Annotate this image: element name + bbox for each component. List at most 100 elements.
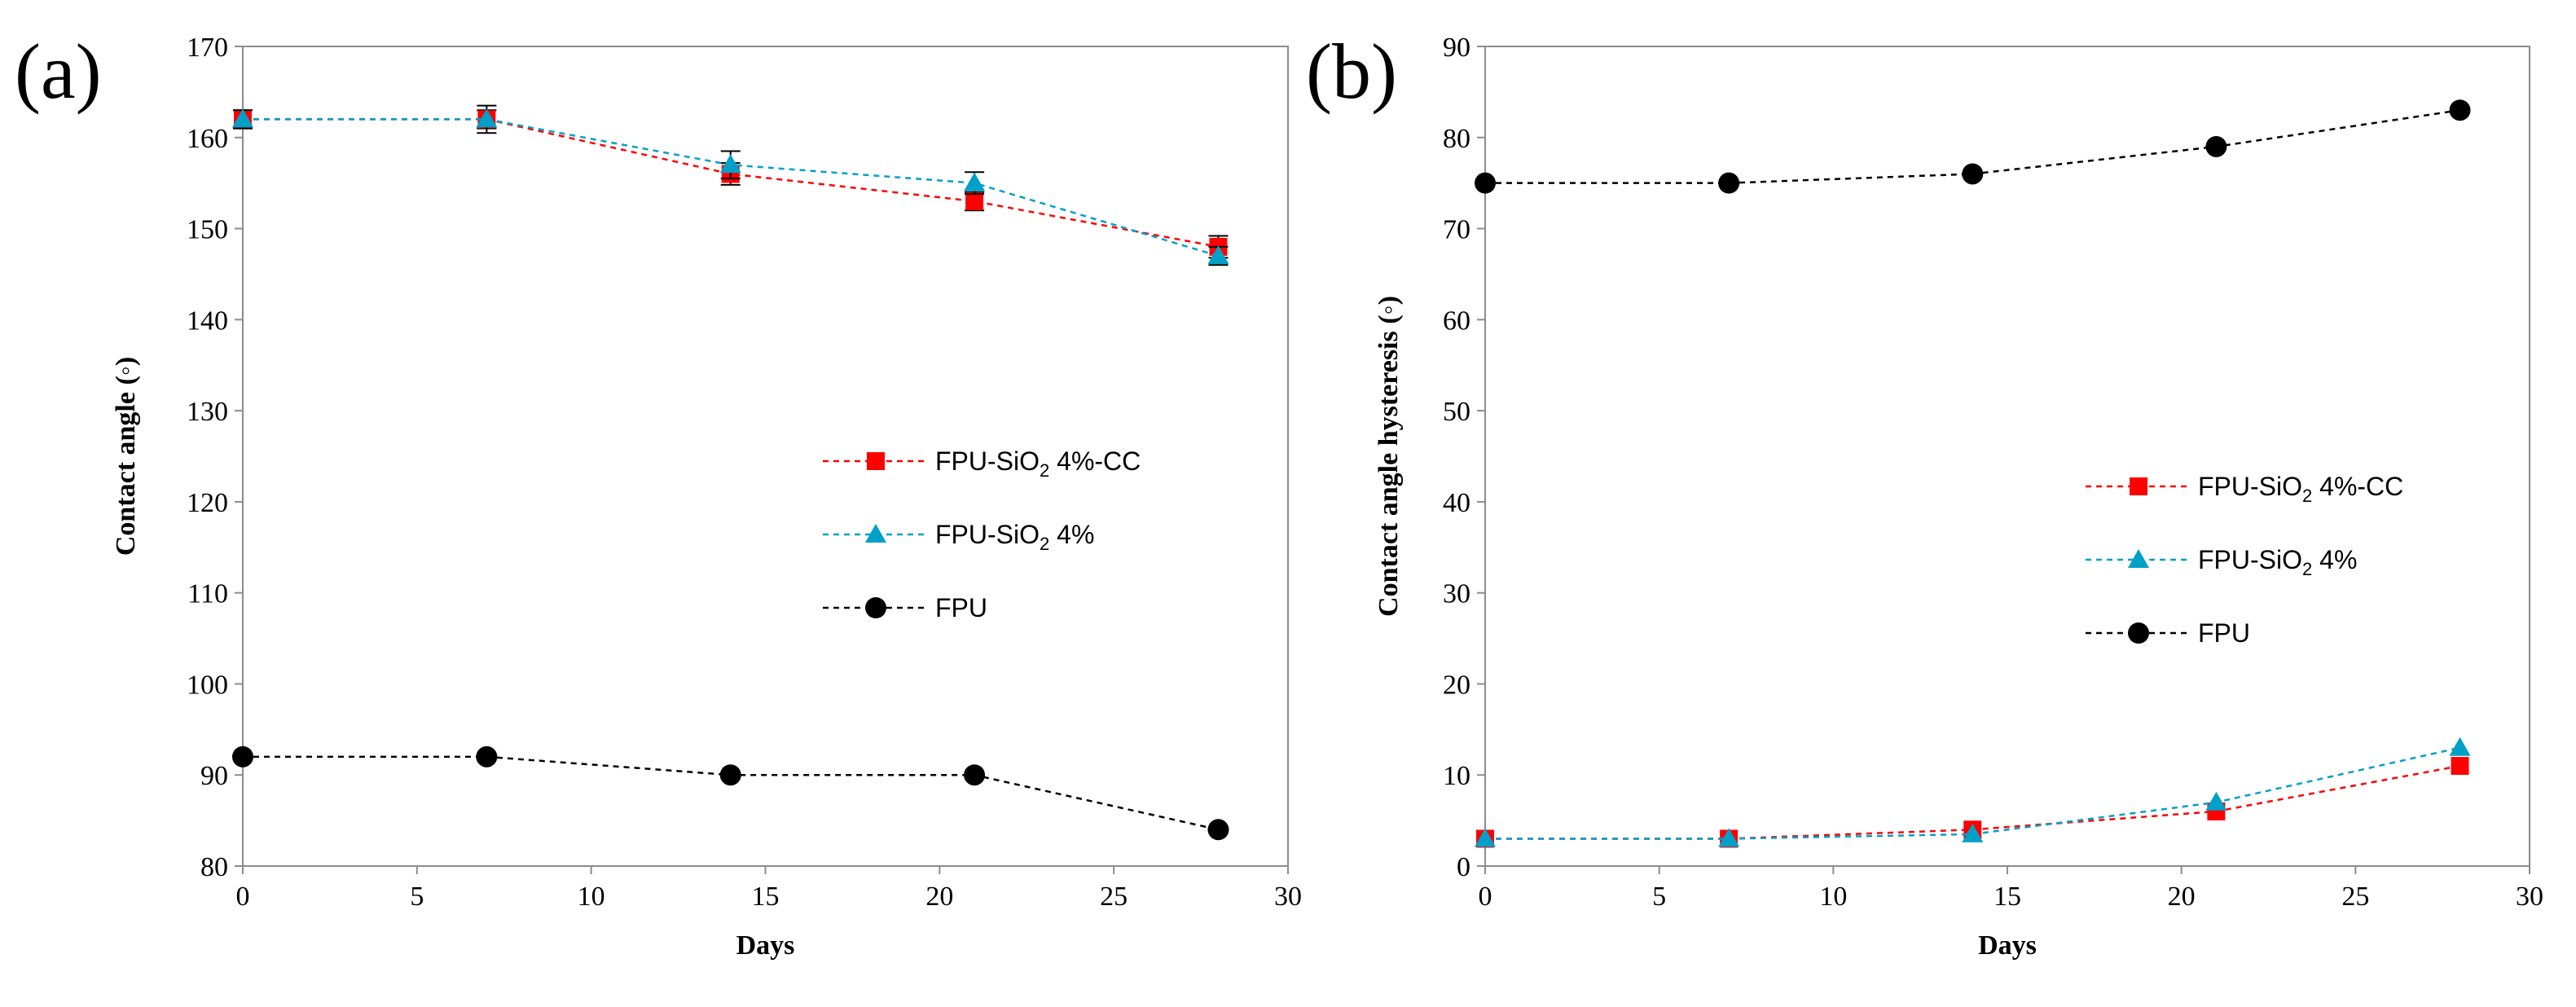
y-tick-label: 70 <box>1443 215 1470 245</box>
legend-label-subscript: 2 <box>2302 559 2312 579</box>
data-point <box>719 764 741 786</box>
panel-label: (a) <box>15 28 102 115</box>
legend-label-tail: 4% <box>1049 520 1094 549</box>
x-tick-label: 0 <box>236 882 250 912</box>
data-point <box>1718 172 1740 194</box>
data-point <box>2205 135 2227 157</box>
legend-entry: FPU-SiO2 4% <box>823 520 1094 554</box>
y-tick-label: 100 <box>187 670 228 700</box>
y-tick-label: 60 <box>1443 306 1470 336</box>
y-axis-title: Contact angle (◦) <box>111 357 141 556</box>
x-tick-label: 10 <box>578 882 605 912</box>
legend-label-tail: 4%-CC <box>2312 472 2403 501</box>
legend-entry: FPU-SiO2 4%-CC <box>823 446 1141 481</box>
x-axis-title: Days <box>1978 930 2037 961</box>
legend-label-main: FPU <box>2198 618 2250 648</box>
legend-label: FPU <box>2198 618 2250 648</box>
y-tick-label: 90 <box>1443 33 1470 63</box>
legend-label-subscript: 2 <box>1040 460 1049 481</box>
x-tick-label: 20 <box>2168 882 2196 912</box>
data-point <box>476 108 498 128</box>
series-line <box>243 118 1219 257</box>
x-tick-label: 0 <box>1479 882 1492 912</box>
chart-panel-0: (a) 80 90 100 110 120 130 140 150 160 170 0 5 10 15 20 2… <box>15 28 1302 961</box>
data-point <box>1207 245 1229 265</box>
y-tick-label: 160 <box>187 124 228 154</box>
legend-entry: FPU <box>2086 618 2250 648</box>
x-tick-label: 5 <box>410 882 424 912</box>
data-point <box>476 745 498 767</box>
x-tick-label: 15 <box>1994 882 2021 912</box>
legend-label: FPU-SiO2 4% <box>935 520 1094 554</box>
data-point <box>2449 99 2471 121</box>
data-point <box>964 764 986 786</box>
legend-label: FPU-SiO2 4% <box>2198 545 2357 579</box>
legend-label-main: FPU-SiO <box>935 446 1040 476</box>
legend-label: FPU-SiO2 4%-CC <box>2198 472 2403 506</box>
data-point <box>1207 819 1229 841</box>
x-tick-label: 10 <box>1819 882 1847 912</box>
legend-label-main: FPU-SiO <box>2198 545 2302 574</box>
x-tick-label: 30 <box>2516 882 2543 912</box>
legend-marker <box>2130 477 2147 495</box>
data-point <box>965 192 984 211</box>
data-point <box>1475 172 1496 194</box>
legend-label-main: FPU-SiO <box>2198 472 2302 501</box>
legend-label-subscript: 2 <box>2302 486 2312 506</box>
y-tick-label: 10 <box>1443 761 1470 791</box>
legend-label-main: FPU <box>935 593 987 622</box>
y-tick-label: 0 <box>1457 852 1470 882</box>
legend-label-tail: 4%-CC <box>1049 446 1141 476</box>
data-point <box>232 108 253 128</box>
data-point <box>232 745 253 767</box>
y-tick-label: 110 <box>187 579 228 609</box>
panel-label: (b) <box>1306 28 1397 115</box>
data-point <box>964 172 986 191</box>
legend-entry: FPU-SiO2 4% <box>2086 545 2357 579</box>
legend-entry: FPU-SiO2 4%-CC <box>2086 472 2403 506</box>
y-tick-label: 120 <box>187 488 228 518</box>
x-tick-label: 25 <box>1100 882 1128 912</box>
y-tick-label: 130 <box>187 397 228 427</box>
x-tick-label: 30 <box>1274 882 1302 912</box>
data-point <box>2451 757 2469 776</box>
chart-panel-1: (b) 0 10 20 30 40 50 60 70 80 90 0 5 10 15 20 25 30 Days Co… <box>1306 28 2543 961</box>
data-point <box>1962 163 1984 185</box>
y-tick-label: 40 <box>1443 488 1470 518</box>
legend-entry: FPU <box>823 593 987 622</box>
y-tick-label: 90 <box>200 761 228 791</box>
legend-marker <box>2128 549 2149 568</box>
legend-label-main: FPU-SiO <box>935 520 1040 549</box>
data-point <box>1962 823 1984 842</box>
x-axis-title: Days <box>736 930 795 961</box>
y-tick-label: 20 <box>1443 670 1470 700</box>
y-tick-label: 80 <box>200 852 228 882</box>
legend-marker <box>2128 622 2149 644</box>
legend-label-subscript: 2 <box>1040 534 1049 554</box>
x-tick-label: 15 <box>752 882 780 912</box>
data-point <box>2205 791 2227 811</box>
data-point <box>719 154 741 174</box>
x-tick-label: 25 <box>2341 882 2369 912</box>
y-tick-label: 170 <box>187 33 228 63</box>
y-tick-label: 30 <box>1443 579 1470 609</box>
legend-label-tail: 4% <box>2312 545 2357 574</box>
y-tick-label: 150 <box>187 215 228 245</box>
x-tick-label: 5 <box>1652 882 1666 912</box>
x-tick-label: 20 <box>925 882 953 912</box>
data-point <box>1475 828 1496 847</box>
legend-label: FPU <box>935 593 987 622</box>
legend-marker <box>865 524 886 543</box>
series-0 <box>233 109 1229 259</box>
y-tick-label: 140 <box>187 306 228 336</box>
legend-marker <box>867 452 885 470</box>
series-1 <box>1475 737 2471 847</box>
y-tick-label: 80 <box>1443 124 1470 154</box>
series-1 <box>232 104 1229 266</box>
y-axis-title: Contact angle hysteresis (◦) <box>1374 296 1404 617</box>
y-tick-label: 50 <box>1443 397 1470 427</box>
legend-marker <box>865 597 886 618</box>
data-point <box>1718 828 1740 847</box>
series-2 <box>1475 99 2471 194</box>
